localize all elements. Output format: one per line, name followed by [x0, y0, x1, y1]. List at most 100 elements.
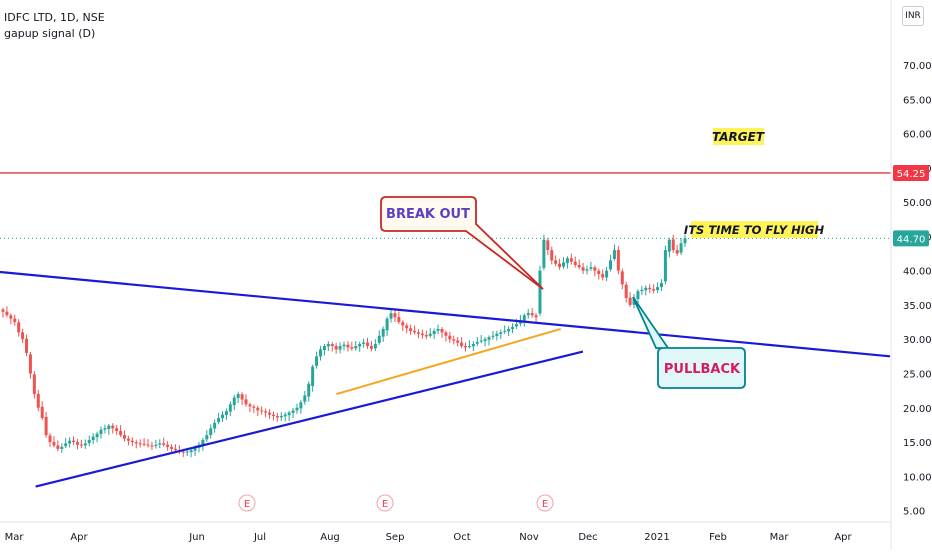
candle-body	[366, 342, 370, 347]
candle-body	[358, 343, 362, 347]
y-tick-label: 65.00	[903, 95, 932, 106]
candle-body	[291, 410, 295, 413]
x-tick-label: Oct	[453, 532, 470, 543]
candle-body	[671, 239, 675, 251]
candle-body	[663, 250, 667, 282]
candle-body	[330, 344, 334, 347]
candle-body	[538, 270, 542, 314]
candle-body	[648, 287, 652, 290]
candle-body	[119, 430, 123, 436]
candle-body	[605, 270, 609, 278]
candle-body	[268, 412, 272, 415]
candle-body	[334, 346, 338, 350]
candle-body	[377, 335, 381, 343]
candle-body	[424, 335, 428, 337]
candle-body	[628, 297, 632, 305]
candle-body	[499, 332, 503, 335]
candle-body	[467, 346, 471, 348]
x-tick-label: Sep	[386, 532, 405, 543]
candle-body	[275, 416, 279, 418]
y-tick-label: 60.00	[903, 130, 932, 141]
indicator-label[interactable]: gapup signal (D)	[4, 27, 96, 40]
x-tick-label: Feb	[709, 532, 727, 543]
candle-body	[72, 440, 76, 443]
candle-body	[546, 240, 550, 251]
candle-body	[130, 440, 134, 443]
candle-body	[256, 407, 260, 411]
candle-body	[295, 407, 299, 411]
candle-body	[170, 446, 174, 449]
symbol-title: IDFC LTD, 1D, NSE	[4, 11, 105, 24]
candle-body	[616, 249, 620, 271]
candle-body	[448, 335, 452, 340]
y-tick-label: 30.00	[903, 335, 932, 346]
candle-body	[307, 383, 311, 397]
trendline-descending-resistance	[0, 270, 891, 358]
x-tick-label: 2021	[644, 532, 669, 543]
price-label-box	[893, 164, 929, 181]
earnings-marker-label: E	[244, 499, 250, 510]
candle-body	[138, 443, 142, 445]
candle-body	[68, 440, 72, 444]
candle-body	[181, 451, 185, 453]
currency-button[interactable]: INR	[902, 6, 924, 26]
candle-body	[279, 415, 283, 418]
candle-body	[581, 267, 585, 271]
candle-body	[401, 322, 405, 326]
candle-body	[393, 313, 397, 318]
candle-body	[75, 442, 79, 445]
candle-body	[511, 326, 515, 329]
y-tick-label: 70.00	[903, 61, 932, 72]
y-tick-label: 40.00	[903, 267, 932, 278]
candle-body	[464, 346, 468, 348]
candle-body	[123, 435, 127, 439]
candle-body	[322, 346, 326, 351]
candle-body	[87, 439, 91, 444]
candle-body	[652, 289, 656, 291]
candle-body	[636, 291, 640, 300]
candle-body	[318, 349, 322, 357]
candle-body	[220, 414, 224, 419]
candle-body	[126, 438, 130, 441]
candle-body	[64, 443, 68, 447]
candle-body	[115, 428, 119, 432]
candle-body	[659, 282, 663, 288]
candle-body	[471, 343, 475, 347]
candle-body	[585, 269, 589, 271]
candle-body	[514, 324, 518, 327]
candle-body	[593, 267, 597, 271]
pullback-callout	[632, 296, 746, 389]
candle-body	[346, 344, 350, 348]
candle-body	[534, 315, 538, 318]
candle-body	[166, 444, 170, 447]
candle-body	[213, 422, 217, 429]
candle-body	[311, 366, 315, 387]
candle-body	[315, 356, 319, 366]
candle-body	[189, 450, 193, 452]
candle-body	[205, 435, 209, 440]
candle-body	[209, 428, 213, 436]
y-tick-label: 35.00	[903, 301, 932, 312]
candle-body	[405, 325, 409, 329]
candle-body	[240, 394, 244, 400]
candle-body	[99, 429, 103, 435]
candle-body	[522, 315, 526, 321]
candle-body	[91, 436, 95, 441]
fly-high-highlight	[691, 221, 818, 238]
candle-body	[609, 260, 613, 270]
x-tick-label: Mar	[5, 532, 25, 543]
candle-body	[397, 317, 401, 323]
candle-body	[173, 448, 177, 451]
candle-body	[683, 238, 687, 244]
fly-high-label: ITS TIME TO FLY HIGH	[684, 223, 825, 237]
candle-body	[385, 318, 389, 331]
x-tick-label: Apr	[834, 532, 852, 543]
candle-body	[32, 374, 36, 395]
candle-body	[452, 339, 456, 341]
candle-body	[573, 261, 577, 266]
candle-body	[409, 328, 413, 331]
earnings-marker	[536, 494, 554, 512]
candle-body	[5, 311, 9, 316]
